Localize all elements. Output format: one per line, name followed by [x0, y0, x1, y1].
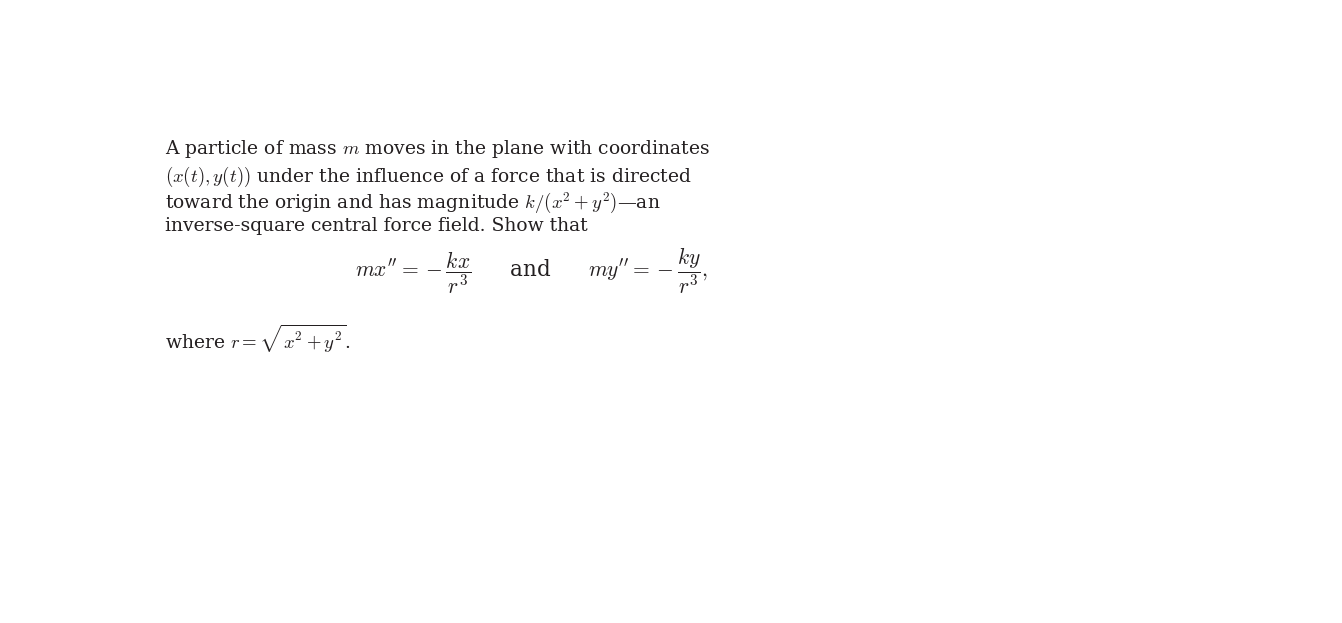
Text: where $r = \sqrt{x^2 + y^2}$.: where $r = \sqrt{x^2 + y^2}$. [165, 323, 350, 355]
Text: $(x(t), y(t))$ under the influence of a force that is directed: $(x(t), y(t))$ under the influence of a … [165, 164, 691, 189]
Text: A particle of mass $m$ moves in the plane with coordinates: A particle of mass $m$ moves in the plan… [165, 138, 710, 160]
Text: toward the origin and has magnitude $k/(x^2 + y^2)$—an: toward the origin and has magnitude $k/(… [165, 191, 660, 216]
Text: $mx'' = -\dfrac{kx}{r^3}$$\quad\quad$and$\quad\quad$$my'' = -\dfrac{ky}{r^3},$: $mx'' = -\dfrac{kx}{r^3}$$\quad\quad$and… [356, 245, 709, 296]
Text: inverse-square central force field. Show that: inverse-square central force field. Show… [165, 217, 588, 235]
